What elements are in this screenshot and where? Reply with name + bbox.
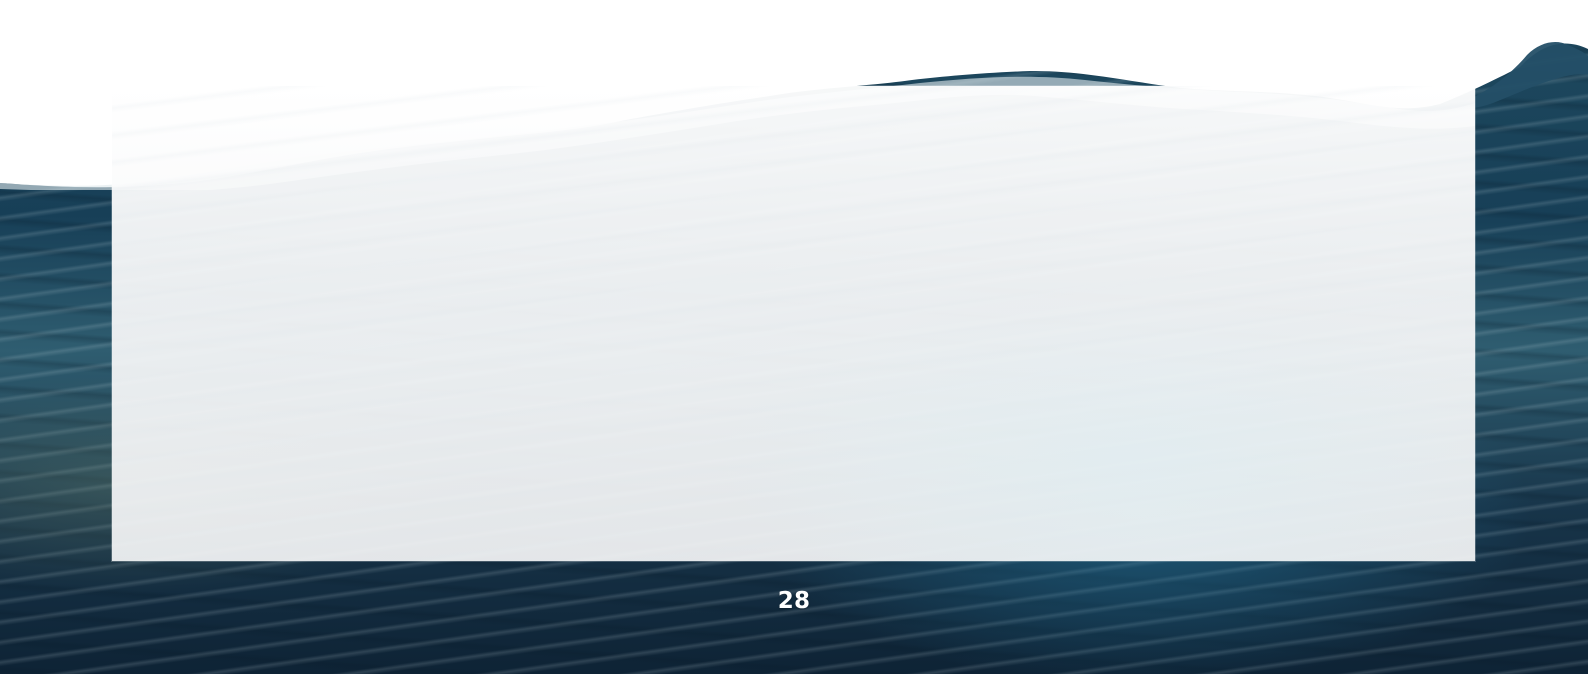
- page-number: 28: [777, 588, 811, 614]
- content-panel: [112, 86, 1475, 561]
